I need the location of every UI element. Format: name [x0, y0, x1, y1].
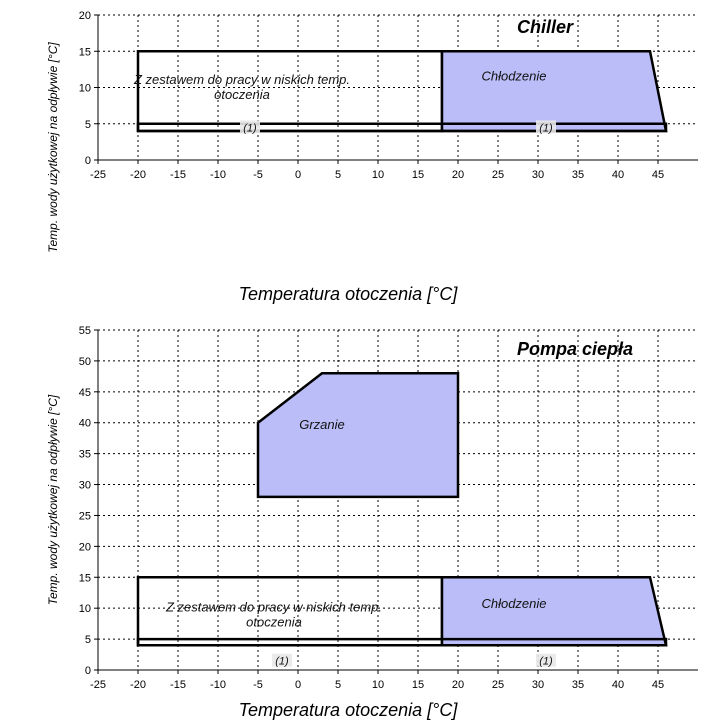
x-tick-label: 15	[412, 169, 424, 181]
x-tick-label: -15	[170, 169, 186, 181]
x-tick-label: 35	[572, 679, 584, 691]
note-label: (1)	[275, 656, 289, 668]
chart-title: Chiller	[517, 17, 574, 37]
x-tick-label: -20	[130, 169, 146, 181]
x-tick-label: 45	[652, 679, 664, 691]
x-tick-label: 0	[295, 679, 301, 691]
chart-2: -25 -20 -15 -10 -5 0 5 10 15 20 25 30 35 40 45 0 5 10 15 20…	[46, 325, 698, 720]
y-tick-label: 50	[79, 356, 91, 368]
y-tick-label: 15	[79, 572, 91, 584]
y-tick-label: 20	[79, 541, 91, 553]
note-bg	[536, 653, 556, 667]
x-tick-label: -10	[210, 169, 226, 181]
region-chłodzenie	[440, 50, 668, 133]
x-tick-label: 20	[452, 679, 464, 691]
region-band	[136, 637, 668, 647]
region-label: Grzanie	[299, 417, 345, 432]
note-label: (1)	[539, 656, 553, 668]
y-tick-label: 25	[79, 510, 91, 522]
y-tick-label: 15	[79, 46, 91, 58]
y-tick-label: 20	[79, 10, 91, 22]
y-tick-label: 35	[79, 449, 91, 461]
x-tick-label: -20	[130, 679, 146, 691]
note-bg	[536, 120, 556, 134]
note-label: (1)	[539, 122, 553, 134]
note-bg	[272, 653, 292, 667]
x-tick-label: -5	[253, 169, 263, 181]
y-tick-label: 5	[85, 634, 91, 646]
x-tick-label: 15	[412, 679, 424, 691]
region-label: otoczenia	[214, 87, 270, 102]
x-tick-label: 10	[372, 679, 384, 691]
region-grzanie	[256, 372, 460, 499]
x-tick-label: 45	[652, 169, 664, 181]
x-tick-label: 40	[612, 169, 624, 181]
x-axis-label: Temperatura otoczenia [°C]	[239, 284, 459, 304]
y-axis-label: Temp. wody użytkowej na odpływie [°C]	[46, 42, 60, 253]
y-tick-label: 0	[85, 665, 91, 677]
y-tick-label: 5	[85, 119, 91, 131]
x-tick-label: 35	[572, 169, 584, 181]
region-label: Z zestawem do pracy w niskich temp.	[165, 599, 382, 614]
x-tick-label: 20	[452, 169, 464, 181]
x-tick-label: -5	[253, 679, 263, 691]
region-label: otoczenia	[246, 614, 302, 629]
x-tick-label: -10	[210, 679, 226, 691]
chart-title: Pompa ciepła	[517, 339, 633, 359]
note-label: (1)	[243, 122, 257, 134]
x-tick-label: -25	[90, 679, 106, 691]
y-tick-label: 45	[79, 387, 91, 399]
x-tick-label: 25	[492, 679, 504, 691]
x-tick-label: 30	[532, 169, 544, 181]
x-tick-label: 30	[532, 679, 544, 691]
x-tick-label: -25	[90, 169, 106, 181]
region-label: Z zestawem do pracy w niskich temp.	[133, 72, 350, 87]
region-label: Chłodzenie	[481, 68, 546, 83]
region-label: Chłodzenie	[481, 596, 546, 611]
x-tick-label: 40	[612, 679, 624, 691]
y-tick-label: 0	[85, 155, 91, 167]
chart-1: -25 -20 -15 -10 -5 0 5 10 15 20 25 30 35 40 45 0 5 10 15 20…	[46, 10, 698, 304]
x-tick-label: 10	[372, 169, 384, 181]
region-chłodzenie	[440, 576, 668, 647]
region-band	[136, 122, 668, 133]
y-tick-label: 40	[79, 418, 91, 430]
x-tick-label: 25	[492, 169, 504, 181]
x-tick-label: 0	[295, 169, 301, 181]
y-tick-label: 55	[79, 325, 91, 337]
x-axis-label: Temperatura otoczenia [°C]	[239, 700, 459, 720]
region-z-zestawem-do-pracy-w-niskich-temp-otoczenia	[136, 50, 444, 133]
y-axis-label: Temp. wody użytkowej na odpływie [°C]	[46, 394, 60, 605]
note-bg	[240, 120, 260, 134]
x-tick-label: 5	[335, 679, 341, 691]
y-tick-label: 30	[79, 480, 91, 492]
y-tick-label: 10	[79, 83, 91, 95]
y-tick-label: 10	[79, 603, 91, 615]
x-tick-label: 5	[335, 169, 341, 181]
x-tick-label: -15	[170, 679, 186, 691]
